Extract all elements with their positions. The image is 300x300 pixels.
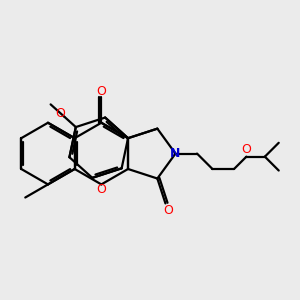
Text: O: O: [55, 106, 65, 119]
Text: O: O: [242, 143, 251, 156]
Text: N: N: [170, 147, 181, 160]
Text: O: O: [96, 85, 106, 98]
Text: O: O: [96, 183, 106, 196]
Text: O: O: [163, 204, 173, 217]
